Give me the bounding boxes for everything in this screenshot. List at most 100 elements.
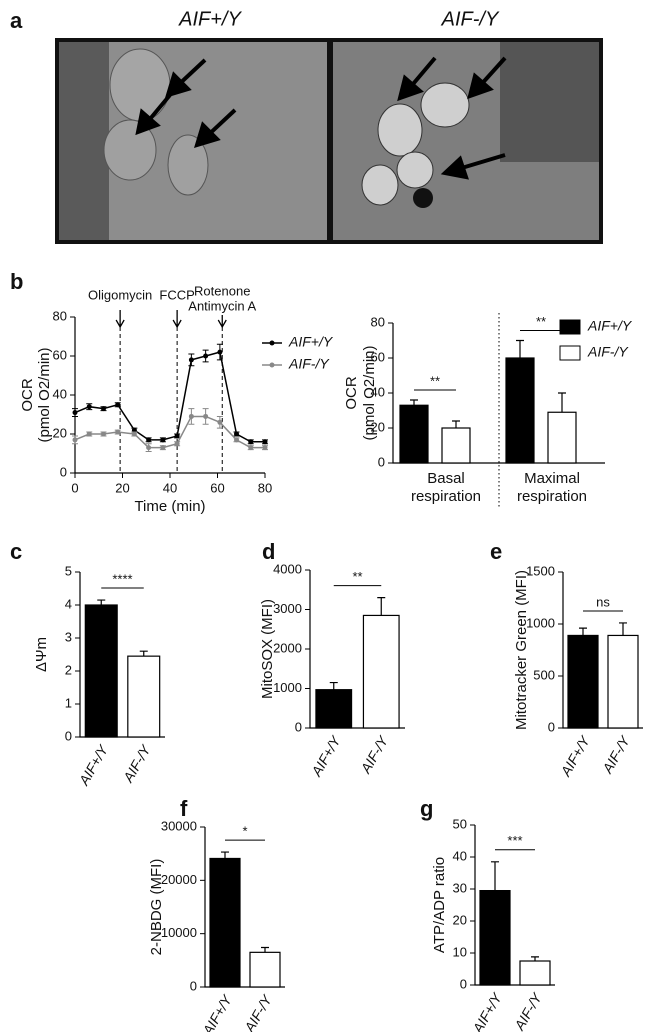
x-tick-label: AIF+/Y	[557, 732, 594, 780]
bar	[547, 411, 577, 464]
x-tick-label: respiration	[517, 488, 587, 505]
point	[160, 445, 166, 451]
point	[248, 439, 254, 445]
error-bar	[410, 399, 418, 406]
x-tick-label: 20	[115, 480, 129, 495]
x-tick-label: AIF-/Y	[241, 991, 276, 1032]
error-bar	[579, 627, 587, 636]
point	[217, 349, 223, 355]
point	[188, 357, 194, 363]
significance-label: *	[242, 824, 247, 839]
bar	[441, 427, 471, 464]
y-tick-label: 10000	[161, 925, 197, 940]
panel-label: g	[420, 796, 433, 821]
significance-label: **	[352, 569, 362, 584]
y-tick-label: 4	[65, 596, 72, 611]
panel-label: e	[490, 539, 502, 564]
bar	[479, 889, 511, 986]
point	[262, 445, 268, 451]
panel-label: b	[10, 269, 23, 294]
point	[174, 441, 180, 447]
annotation-label: Oligomycin	[88, 287, 152, 302]
y-tick-label: 3000	[273, 601, 302, 616]
panel-label: d	[262, 539, 275, 564]
point	[86, 431, 92, 437]
significance-label: **	[430, 373, 440, 388]
error-bar	[329, 681, 338, 690]
y-tick-label: 0	[460, 976, 467, 991]
bar	[505, 357, 535, 464]
legend-swatch	[559, 345, 581, 361]
point	[72, 437, 78, 443]
x-tick-label: 0	[71, 480, 78, 495]
error-bar	[452, 420, 460, 428]
y-tick-label: 20	[371, 419, 385, 434]
bar	[315, 689, 353, 729]
x-tick-label: AIF+/Y	[75, 741, 112, 789]
y-tick-label: 0	[548, 719, 555, 734]
y-tick-label: 1000	[526, 615, 555, 630]
y-tick-label: 20	[453, 912, 467, 927]
em-images	[55, 38, 603, 244]
y-axis-label: 2-NBDG (MFI)	[148, 859, 165, 956]
annotation-arrow	[217, 315, 227, 329]
legend-marker	[269, 340, 275, 346]
image-title: AIF-/Y	[441, 8, 500, 30]
point	[234, 431, 239, 437]
point	[262, 439, 268, 445]
y-tick-label: 1000	[273, 680, 302, 695]
y-tick-label: 0	[190, 978, 197, 993]
y-tick-label: 500	[533, 667, 555, 682]
y-tick-label: 20000	[161, 872, 197, 887]
significance-label: ns	[596, 594, 610, 609]
panel-label: c	[10, 539, 22, 564]
y-tick-label: 2	[65, 662, 72, 677]
legend-swatch	[559, 319, 581, 335]
point	[146, 437, 152, 443]
point	[248, 445, 254, 451]
bar	[607, 634, 639, 729]
point	[203, 413, 209, 419]
point	[174, 433, 180, 439]
y-tick-label: 50	[453, 816, 467, 831]
significance-label: ****	[112, 571, 132, 586]
y-tick-label: 30	[453, 880, 467, 895]
bar	[567, 634, 599, 729]
annotation-arrow	[172, 310, 182, 329]
point	[146, 445, 152, 451]
point	[131, 427, 137, 433]
point	[131, 431, 137, 437]
error-bar	[97, 599, 106, 605]
series-line	[74, 351, 265, 443]
point	[101, 406, 106, 412]
error-bar	[221, 851, 229, 859]
annotation-label: Antimycin A	[188, 298, 256, 313]
legend-label: AIF-/Y	[587, 344, 629, 360]
x-tick-label: AIF-/Y	[357, 732, 392, 777]
y-tick-label: 0	[378, 454, 385, 469]
bar	[249, 951, 281, 988]
x-tick-label: AIF+/Y	[199, 991, 236, 1032]
y-tick-label: 5	[65, 563, 72, 578]
error-bar	[377, 597, 386, 616]
y-tick-label: 60	[53, 347, 67, 362]
error-bar	[139, 650, 148, 657]
y-axis-label: OCR	[19, 378, 36, 412]
legend-label: AIF-/Y	[288, 356, 330, 372]
y-tick-label: 3	[65, 629, 72, 644]
y-tick-label: 10	[453, 944, 467, 959]
y-tick-label: 30000	[161, 818, 197, 833]
bar	[209, 857, 241, 988]
annotation-label: FCCP	[159, 287, 194, 302]
x-tick-label: Maximal	[524, 470, 580, 487]
y-tick-label: 1500	[526, 563, 555, 578]
x-tick-label: AIF+/Y	[308, 732, 345, 780]
x-tick-label: AIF+/Y	[469, 989, 506, 1032]
y-axis-label: (pmol O2/min)	[361, 345, 378, 440]
x-tick-label: 60	[210, 480, 224, 495]
error-bar	[531, 956, 539, 961]
y-tick-label: 0	[65, 728, 72, 743]
point	[217, 419, 223, 425]
point	[86, 404, 92, 410]
x-tick-label: AIF-/Y	[119, 741, 154, 786]
